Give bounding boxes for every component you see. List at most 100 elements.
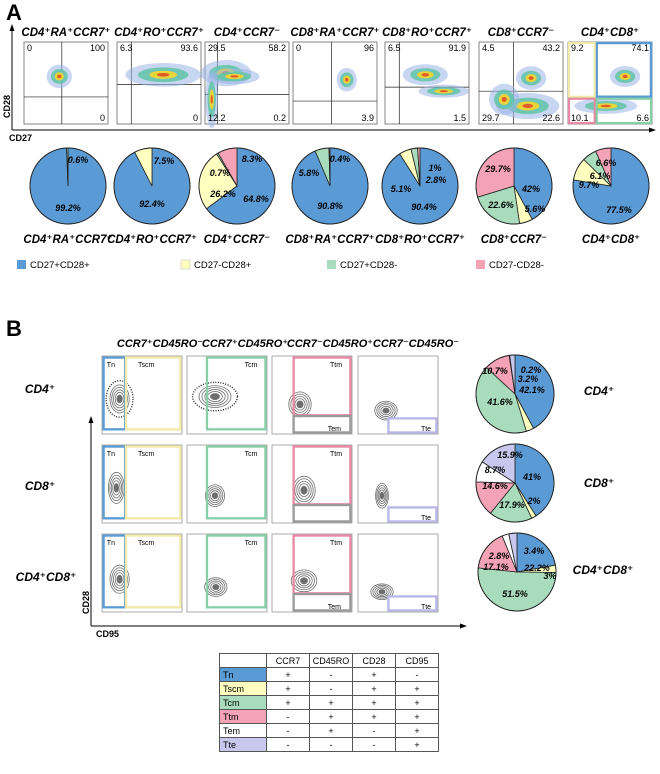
cell-density bbox=[600, 104, 612, 108]
panel-b-pie-charts: 42.1%3.2% 41.6% 10.7% 0.2% 41% 2%17.9% 14.6% 8.… bbox=[475, 354, 557, 612]
contour-plot-frame bbox=[186, 355, 268, 435]
marker-cell: - bbox=[395, 667, 439, 682]
subset-gate-label: Ttm bbox=[330, 451, 342, 458]
cell-density bbox=[522, 103, 533, 109]
subset-gate-label: Tem bbox=[328, 604, 341, 611]
panel-b-contour-plots: Tn Tscm Tcm Ttm Tem Tte Tn Tscm Tcm Ttm Tte Tn Tscm T… bbox=[101, 355, 439, 613]
contour-plot-frame bbox=[186, 533, 268, 613]
marker-cell: + bbox=[395, 737, 439, 752]
pie-caption: CD4⁺RO⁺CCR7⁺ bbox=[107, 234, 197, 246]
contour-line bbox=[290, 569, 318, 593]
contour-line bbox=[204, 484, 225, 508]
pie-slice-label: 0.6% bbox=[68, 155, 89, 165]
b-row-label: CD4⁺CD8⁺ bbox=[16, 570, 77, 584]
pie-slice-label: 64.8% bbox=[243, 194, 269, 204]
contour-line bbox=[210, 490, 220, 502]
subset-gate bbox=[124, 356, 182, 431]
subset-gate-label: Tscm bbox=[138, 540, 155, 547]
pie-slice-label: 42.1% bbox=[518, 385, 545, 395]
marker-cell: + bbox=[395, 695, 439, 710]
contour-line bbox=[372, 584, 392, 599]
subset-gate bbox=[387, 417, 438, 434]
subset-gate bbox=[292, 592, 352, 612]
cell-density bbox=[421, 73, 430, 77]
quadrant-percentage: 1.5 bbox=[453, 113, 466, 123]
pie-slice-label: 41.6% bbox=[486, 397, 513, 407]
pie-slice-label: 1% bbox=[428, 163, 441, 173]
subset-gate bbox=[205, 356, 267, 431]
marker-cell: - bbox=[352, 723, 396, 738]
pie-slice-label: 2% bbox=[526, 496, 540, 506]
b-column-title: CCR7⁺CD45RO⁻ bbox=[117, 338, 203, 350]
contour-line bbox=[376, 485, 388, 507]
pie-slice-label: 51.5% bbox=[502, 589, 528, 599]
pie-slice-label: 14.6% bbox=[482, 481, 508, 491]
subset-gate-label: Tte bbox=[421, 604, 431, 611]
phenotype-marker-table: CCR7 CD45RO CD28 CD95 Tn + - + - Tscm + - + + Tcm +… bbox=[219, 653, 439, 752]
marker-cell: + bbox=[266, 681, 310, 696]
subset-gate bbox=[205, 445, 267, 520]
marker-cell: + bbox=[395, 723, 439, 738]
contour-line bbox=[300, 577, 308, 585]
quadrant-percentage: 6.3 bbox=[120, 43, 133, 53]
contour-line bbox=[298, 483, 310, 498]
contour-line bbox=[210, 393, 220, 401]
marker-cell: - bbox=[266, 723, 310, 738]
legend-swatch-green bbox=[327, 260, 336, 269]
subset-gate-label: Tscm bbox=[138, 451, 155, 458]
subset-gate-label: Tn bbox=[107, 540, 115, 547]
b-y-axis-label: CD28 bbox=[81, 591, 91, 614]
table-column-header: CD45RO bbox=[309, 653, 353, 668]
contour-plot-frame bbox=[357, 533, 439, 613]
quadrant-percentage: 4.5 bbox=[482, 43, 495, 53]
subset-cell: Tn bbox=[219, 667, 267, 682]
pie-slice-label: 41% bbox=[522, 472, 541, 482]
subset-gate-label: Tte bbox=[421, 515, 431, 522]
pie-outline bbox=[475, 354, 555, 434]
pie-slice-label: 17.1% bbox=[483, 562, 509, 572]
pie-slice-label: 3.2% bbox=[518, 374, 539, 384]
table-row: Tn + - + - bbox=[219, 667, 439, 682]
subset-gate-label: Tscm bbox=[138, 362, 155, 369]
dot-plot-title: CD4⁺CD8⁺ bbox=[581, 27, 639, 39]
pie-slice-label: 99.2% bbox=[55, 203, 81, 213]
subset-gate bbox=[124, 445, 182, 520]
subset-gate-label: Tte bbox=[421, 426, 431, 433]
legend-item: CD27+CD28- bbox=[340, 260, 397, 271]
pie-slice-label: 0.7% bbox=[210, 168, 231, 178]
contour-line bbox=[198, 385, 232, 408]
b-y-arrowhead bbox=[88, 416, 94, 423]
b-column-title: CCR7⁻CD45RO⁺ bbox=[287, 338, 373, 350]
pie-slice-label: 92.4% bbox=[139, 199, 165, 209]
pie-slice-label: 10.7% bbox=[482, 366, 508, 376]
marker-cell: + bbox=[352, 667, 396, 682]
b-x-axis-label: CD95 bbox=[96, 629, 119, 639]
dot-plot-title: CD8⁺CCR7⁻ bbox=[488, 27, 554, 39]
pie-outline bbox=[381, 147, 459, 225]
pie-outline bbox=[29, 147, 107, 225]
contour-line bbox=[374, 400, 398, 421]
contour-line bbox=[380, 405, 392, 416]
subset-gate-label: Tn bbox=[107, 451, 115, 458]
pie-caption: CD4⁺RA⁺CCR7⁺ bbox=[23, 234, 112, 246]
marker-cell: - bbox=[309, 737, 353, 752]
pie-slice-label: 90.4% bbox=[411, 202, 437, 212]
pie-slice-label: 29.7% bbox=[484, 164, 511, 174]
quadrant-percentage: 0 bbox=[193, 113, 198, 123]
contour-line bbox=[379, 491, 385, 500]
quadrant-percentage: 22.6 bbox=[542, 113, 560, 123]
panel-b-letter: B bbox=[6, 316, 22, 341]
subset-gate-label: Tcm bbox=[245, 540, 258, 547]
quadrant-percentage: 3.9 bbox=[361, 113, 374, 123]
dot-plot-title: CD4⁺CCR7⁻ bbox=[214, 27, 280, 39]
pie-slice-label: 2.8% bbox=[425, 175, 447, 185]
contour-line bbox=[300, 485, 308, 495]
subset-gate-label: Ttm bbox=[330, 362, 342, 369]
b-pie-label: CD4⁺CD8⁺ bbox=[573, 563, 634, 577]
pie-slice-label: 7.5% bbox=[154, 156, 175, 166]
contour-plot-frame bbox=[271, 533, 353, 613]
marker-cell: - bbox=[309, 667, 353, 682]
quadrant-percentage: 43.2 bbox=[542, 43, 560, 53]
subset-gate bbox=[292, 503, 352, 523]
